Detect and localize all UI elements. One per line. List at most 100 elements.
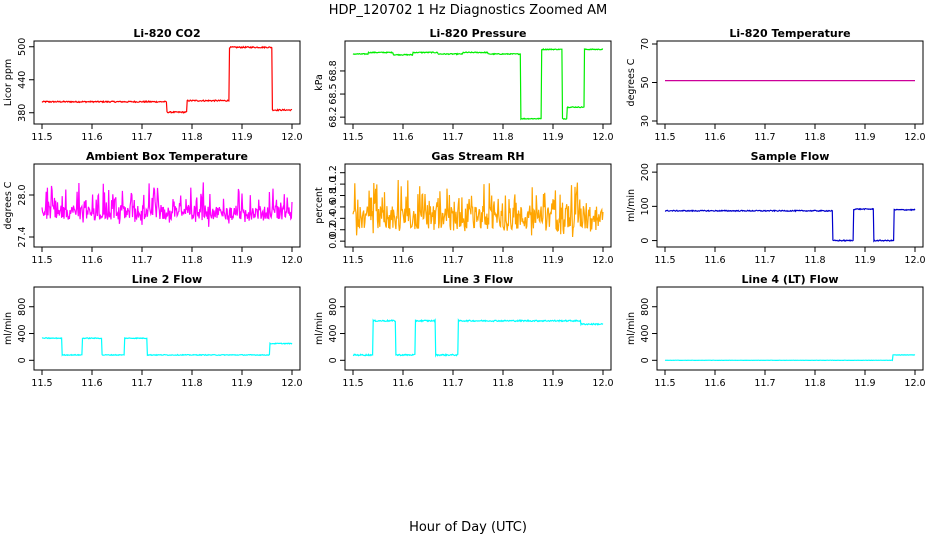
y-tick-label: 400 xyxy=(640,324,651,342)
x-tick-label: 11.5 xyxy=(342,132,363,143)
panel-6: Sample Flow ml/min 11.5 11.6 11.7 11.8 11.9 12.… xyxy=(626,150,926,266)
y-tick-label: 0.2 xyxy=(328,222,339,237)
y-tick-label: 200 xyxy=(640,163,651,181)
y-tick-label: 800 xyxy=(328,298,339,316)
y-axis-label: ml/min xyxy=(3,312,14,345)
x-tick-label: 11.5 xyxy=(654,378,675,389)
panel-2: Li-820 Pressure kPa 11.5 11.6 11.7 11.8 11.9 12… xyxy=(314,27,614,143)
panel-title: Sample Flow xyxy=(751,150,830,163)
y-axis-label: degrees C xyxy=(3,181,14,229)
y-tick-label: 70 xyxy=(640,38,651,50)
x-tick-label: 12.0 xyxy=(281,132,302,143)
panel-9: Line 4 (LT) Flow ml/min 11.5 11.6 11.7 11.8 11… xyxy=(626,273,926,389)
y-tick-label: 0 xyxy=(640,238,651,244)
figure-x-label: Hour of Day (UTC) xyxy=(409,520,527,535)
x-tick-label: 12.0 xyxy=(281,255,302,266)
x-tick-label: 11.9 xyxy=(854,255,875,266)
x-tick-label: 11.7 xyxy=(131,255,152,266)
y-tick-label: 440 xyxy=(17,71,28,89)
y-tick-label: 400 xyxy=(17,324,28,342)
y-tick-label: 100 xyxy=(640,197,651,215)
x-tick-label: 12.0 xyxy=(592,255,613,266)
x-tick-label: 11.8 xyxy=(492,378,513,389)
y-tick-label: 800 xyxy=(17,298,28,316)
y-axis-label: ml/min xyxy=(314,312,325,345)
y-tick-label: 0 xyxy=(640,357,651,363)
panel-title: Ambient Box Temperature xyxy=(86,150,248,163)
y-axis-label: Licor ppm xyxy=(3,59,14,106)
y-axis-label: kPa xyxy=(314,74,325,91)
x-tick-label: 11.5 xyxy=(31,255,52,266)
panel-7: Line 2 Flow ml/min 11.5 11.6 11.7 11.8 11.9 12.… xyxy=(3,273,303,389)
y-tick-label: 1.0 xyxy=(328,177,339,192)
x-tick-label: 11.8 xyxy=(181,132,202,143)
plot-frame xyxy=(656,286,924,371)
x-tick-label: 11.5 xyxy=(342,255,363,266)
x-tick-label: 11.6 xyxy=(704,255,725,266)
panel-title: Li-820 CO2 xyxy=(133,27,200,40)
panel-4: Ambient Box Temperature degrees C 11.5 11.6… xyxy=(3,150,303,266)
x-tick-label: 11.9 xyxy=(542,378,563,389)
plot-frame xyxy=(33,163,301,248)
x-tick-label: 11.7 xyxy=(442,378,463,389)
panel-title: Line 2 Flow xyxy=(132,273,202,286)
plot-frame xyxy=(656,163,924,248)
x-tick-label: 11.7 xyxy=(131,132,152,143)
y-tick-label: 28.0 xyxy=(17,184,28,205)
y-axis-label: ml/min xyxy=(626,312,637,345)
x-tick-label: 11.7 xyxy=(442,132,463,143)
x-tick-label: 11.9 xyxy=(542,132,563,143)
x-tick-label: 11.5 xyxy=(342,378,363,389)
x-tick-label: 11.6 xyxy=(704,132,725,143)
x-tick-label: 11.8 xyxy=(492,255,513,266)
x-tick-label: 11.6 xyxy=(81,378,102,389)
x-tick-label: 11.6 xyxy=(81,255,102,266)
x-tick-label: 11.9 xyxy=(854,132,875,143)
y-tick-label: 68.2 xyxy=(328,107,339,128)
panel-5: Gas Stream RH percent 11.5 11.6 11.7 11.8 11.9… xyxy=(314,150,614,266)
plot-frame xyxy=(344,286,612,371)
x-tick-label: 12.0 xyxy=(592,132,613,143)
y-tick-label: 0 xyxy=(17,357,28,363)
y-tick-label: 1.2 xyxy=(328,165,339,180)
x-tick-label: 11.9 xyxy=(231,255,252,266)
panel-title: Li-820 Pressure xyxy=(430,27,527,40)
panel-1: Li-820 CO2 Licor ppm 11.5 11.6 11.7 11.8 11.9 1… xyxy=(3,27,303,143)
y-tick-label: 50 xyxy=(640,76,651,88)
y-tick-label: 380 xyxy=(17,104,28,122)
panel-title: Gas Stream RH xyxy=(431,150,524,163)
x-tick-label: 11.6 xyxy=(704,378,725,389)
x-tick-label: 12.0 xyxy=(904,378,925,389)
figure-title: HDP_120702 1 Hz Diagnostics Zoomed AM xyxy=(329,3,608,18)
series-line xyxy=(352,179,604,238)
series-line xyxy=(664,207,916,243)
series-line xyxy=(352,47,604,121)
x-tick-label: 12.0 xyxy=(904,255,925,266)
plot-frame xyxy=(344,163,612,248)
x-tick-label: 11.7 xyxy=(442,255,463,266)
x-tick-label: 11.8 xyxy=(804,132,825,143)
x-tick-label: 11.7 xyxy=(754,378,775,389)
x-tick-label: 11.5 xyxy=(654,132,675,143)
x-tick-label: 12.0 xyxy=(904,132,925,143)
x-tick-label: 11.8 xyxy=(181,378,202,389)
y-tick-label: 0.0 xyxy=(328,234,339,249)
plot-frame xyxy=(33,286,301,371)
series-line xyxy=(41,182,293,227)
y-tick-label: 800 xyxy=(640,298,651,316)
y-tick-label: 27.4 xyxy=(17,226,28,247)
x-tick-label: 11.8 xyxy=(492,132,513,143)
panel-8: Line 3 Flow ml/min 11.5 11.6 11.7 11.8 11.9 12.… xyxy=(314,273,614,389)
x-tick-label: 11.6 xyxy=(392,255,413,266)
y-tick-label: 68.8 xyxy=(328,60,339,81)
x-tick-label: 11.8 xyxy=(804,378,825,389)
x-tick-label: 11.9 xyxy=(542,255,563,266)
x-tick-label: 11.6 xyxy=(81,132,102,143)
panel-title: Li-820 Temperature xyxy=(729,27,850,40)
y-axis-label: percent xyxy=(314,187,325,224)
panel-title: Line 4 (LT) Flow xyxy=(742,273,839,286)
x-tick-label: 12.0 xyxy=(592,378,613,389)
panel-3: Li-820 Temperature degrees C 11.5 11.6 11.7 1… xyxy=(626,27,926,143)
x-tick-label: 11.9 xyxy=(854,378,875,389)
